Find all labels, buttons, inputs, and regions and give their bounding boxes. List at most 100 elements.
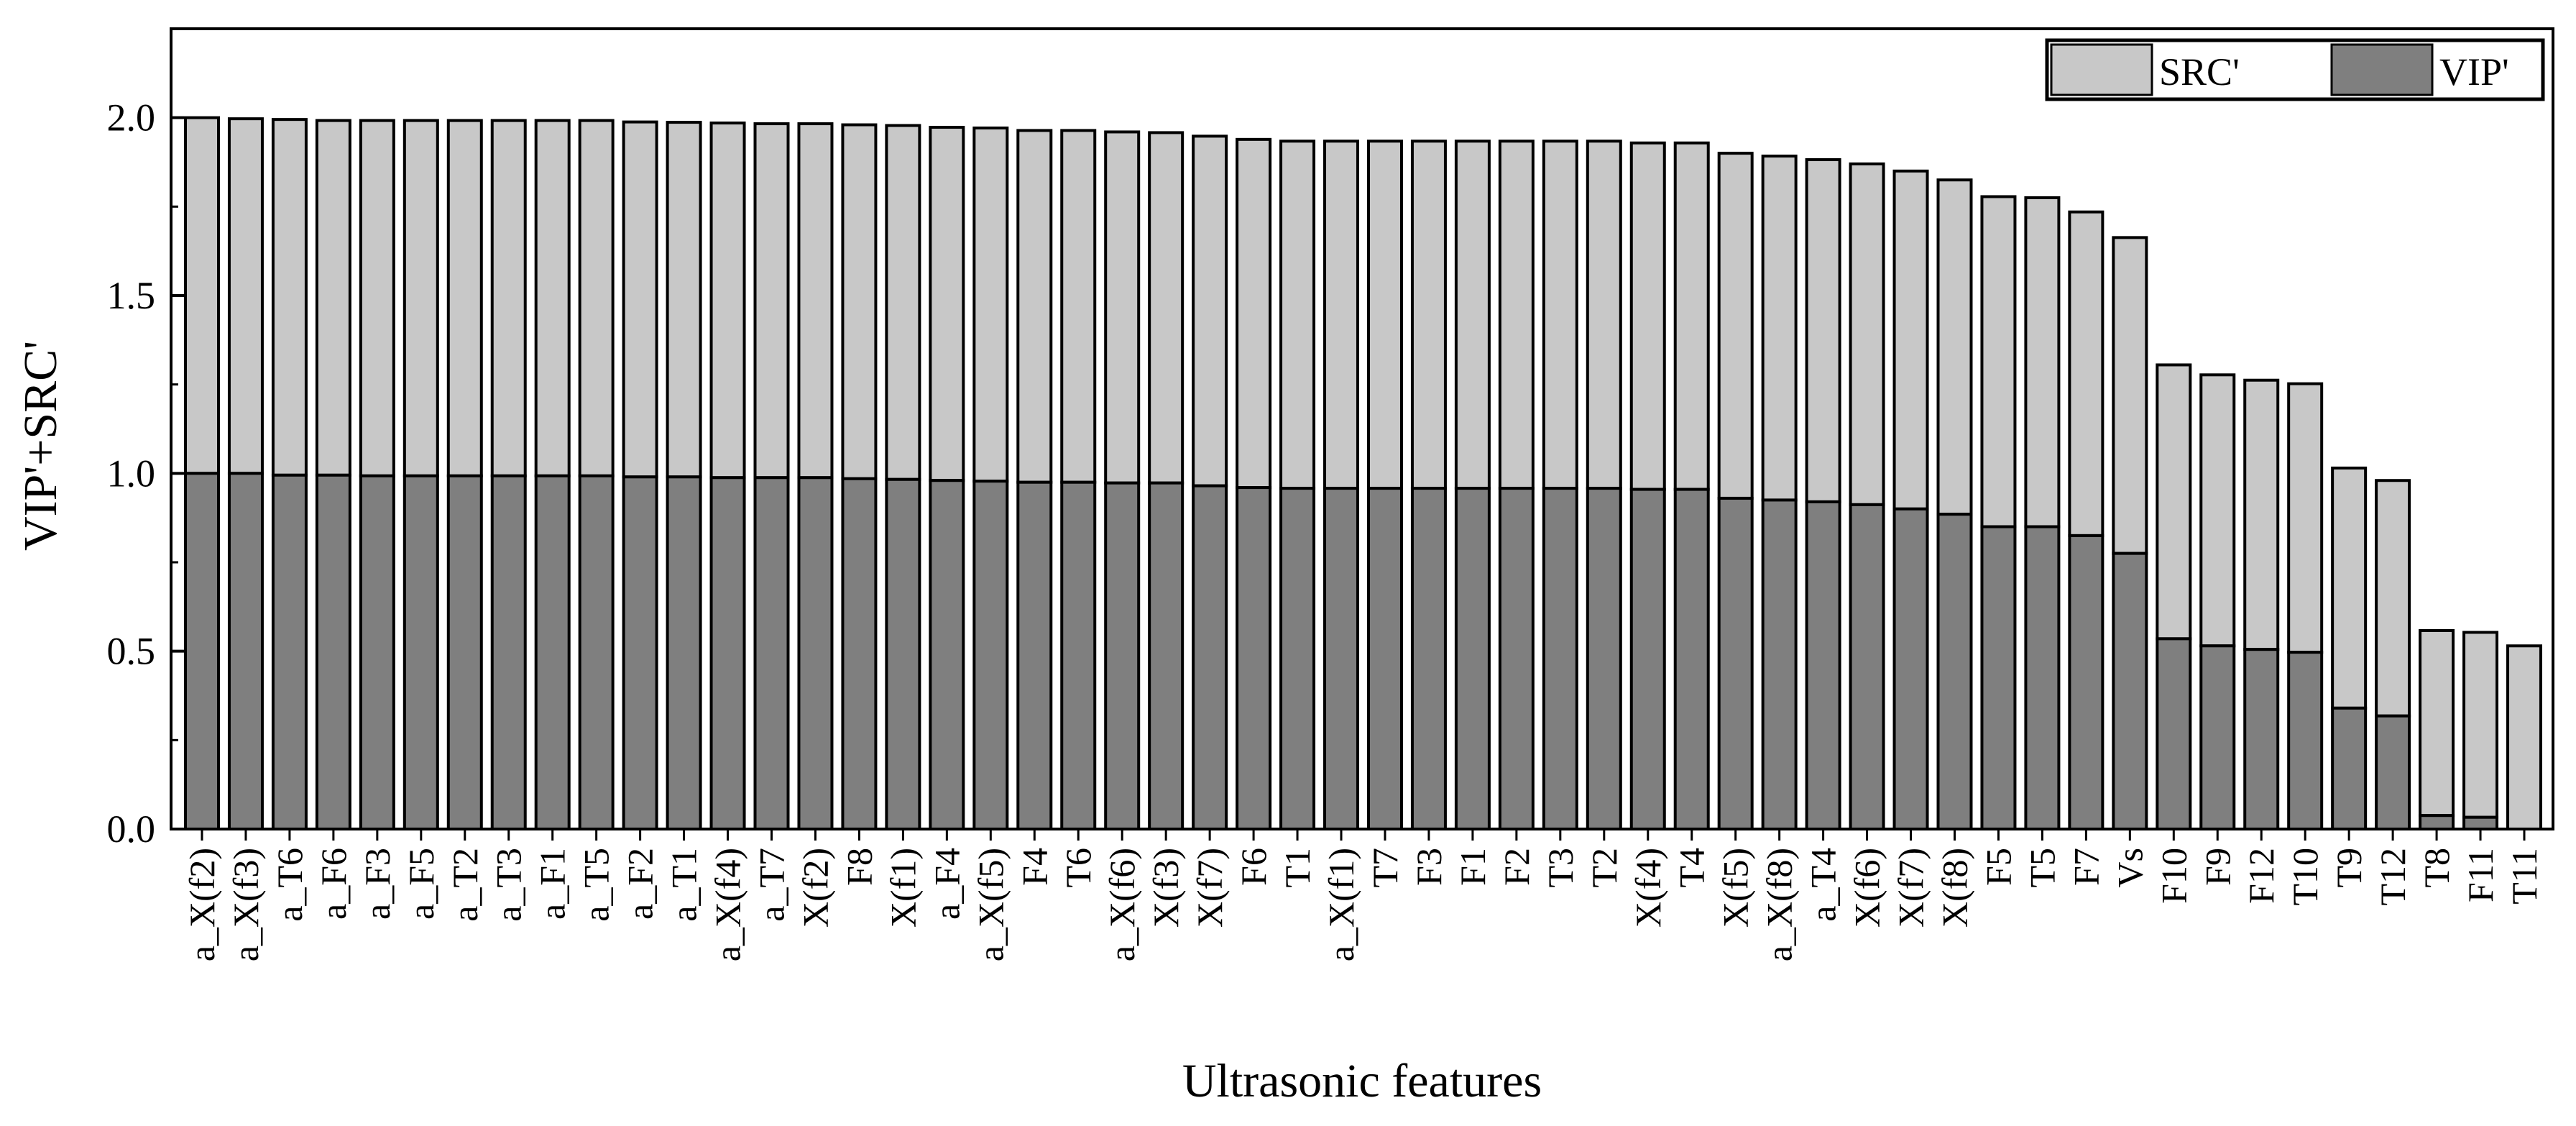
- bar-src-41: [1980, 195, 2017, 528]
- bar-vip-28: [1410, 487, 1447, 830]
- x-tick-label-52: F11: [2460, 848, 2501, 902]
- bar-vip-13: [753, 476, 790, 830]
- x-tick-label-8: a_F1: [533, 848, 573, 920]
- x-tick-label-21: a_X(f6): [1102, 848, 1142, 961]
- bar-src-0: [184, 116, 220, 475]
- x-tick-label-25: T1: [1277, 848, 1317, 888]
- x-tick-label-41: F5: [1978, 848, 2018, 886]
- x-tick-label-2: a_T6: [270, 848, 310, 922]
- x-tick-label-14: X(f2): [795, 848, 835, 928]
- x-tick-label-32: T2: [1584, 848, 1624, 888]
- bar-src-40: [1936, 178, 1973, 516]
- legend: SRC' VIP': [2045, 38, 2545, 101]
- bar-src-34: [1673, 141, 1710, 491]
- x-tick-label-15: F8: [839, 848, 879, 886]
- x-tick-label-46: F9: [2197, 848, 2237, 886]
- bar-vip-21: [1104, 481, 1141, 830]
- bar-vip-9: [578, 474, 615, 831]
- bar-src-45: [2156, 363, 2192, 641]
- y-tick-label-4: 2.0: [107, 96, 156, 139]
- y-axis-title: VIP'+SRC': [14, 341, 67, 551]
- bar-vip-48: [2287, 651, 2324, 831]
- x-tick-label-28: F3: [1409, 848, 1449, 886]
- x-tick-label-3: a_F6: [313, 848, 354, 920]
- bar-src-1: [227, 117, 264, 475]
- bar-src-11: [666, 121, 702, 479]
- bar-src-15: [841, 123, 878, 480]
- bar-vip-49: [2331, 706, 2368, 831]
- bar-vip-29: [1454, 487, 1491, 830]
- bar-vip-50: [2375, 714, 2411, 830]
- x-tick-label-19: F4: [1014, 848, 1054, 886]
- bar-vip-18: [972, 480, 1009, 830]
- x-tick-label-53: T11: [2504, 848, 2544, 905]
- bar-src-6: [446, 119, 483, 477]
- plot-frame: [170, 27, 2554, 830]
- bar-src-36: [1761, 155, 1798, 502]
- bar-src-5: [402, 119, 439, 477]
- bar-src-52: [2462, 631, 2499, 819]
- bar-vip-0: [184, 472, 220, 830]
- bar-vip-39: [1892, 507, 1929, 830]
- y-tick-label-2: 1.0: [107, 452, 156, 495]
- x-axis: a_X(f2) a_X(f3) a_T6 a_F6 a_F3 a_F5 a_T2 a_T3 a_…: [182, 829, 2544, 961]
- x-tick-label-22: X(f3): [1146, 848, 1186, 928]
- x-tick-label-34: T4: [1672, 848, 1712, 888]
- bar-vip-33: [1629, 488, 1666, 830]
- bar-vip-4: [359, 474, 395, 831]
- bar-src-50: [2375, 479, 2411, 718]
- x-tick-label-42: T5: [2022, 848, 2062, 888]
- bar-vip-17: [929, 479, 965, 831]
- x-tick-label-33: X(f4): [1628, 848, 1668, 928]
- bar-vip-27: [1366, 487, 1403, 830]
- bar-src-3: [315, 119, 351, 477]
- bar-src-20: [1060, 129, 1097, 484]
- bar-src-35: [1717, 152, 1754, 500]
- x-tick-label-17: a_F4: [926, 848, 967, 920]
- x-tick-label-31: T3: [1540, 848, 1581, 888]
- bar-vip-42: [2024, 525, 2061, 830]
- bar-src-39: [1892, 169, 1929, 511]
- bar-src-18: [972, 127, 1009, 483]
- bar-src-8: [534, 119, 571, 477]
- legend-label-0: SRC': [2159, 50, 2240, 93]
- bar-vip-40: [1936, 513, 1973, 830]
- bar-vip-6: [446, 474, 483, 831]
- bar-src-24: [1236, 137, 1272, 490]
- bar-src-13: [753, 122, 790, 480]
- bar-vip-20: [1060, 480, 1097, 830]
- bar-vip-45: [2156, 637, 2192, 830]
- bar-vip-37: [1805, 500, 1841, 830]
- bar-src-33: [1629, 141, 1666, 491]
- bar-vip-30: [1498, 487, 1535, 830]
- x-tick-label-6: a_T2: [445, 848, 485, 922]
- bar-src-47: [2243, 378, 2280, 651]
- x-tick-label-4: a_F3: [357, 848, 397, 920]
- x-tick-label-18: a_X(f5): [970, 848, 1011, 961]
- x-tick-label-20: T6: [1058, 848, 1098, 888]
- x-tick-label-44: Vs: [2110, 848, 2150, 888]
- bar-vip-34: [1673, 488, 1710, 830]
- bar-src-10: [622, 120, 658, 479]
- bar-vip-8: [534, 474, 571, 831]
- x-tick-label-43: F7: [2066, 848, 2106, 886]
- y-tick-label-0: 0.0: [107, 807, 156, 851]
- x-tick-label-47: F12: [2241, 848, 2281, 904]
- x-tick-label-36: a_X(f8): [1760, 848, 1800, 961]
- bar-src-12: [709, 122, 746, 480]
- bar-src-4: [359, 119, 395, 477]
- bar-src-32: [1586, 139, 1622, 490]
- bar-src-44: [2112, 236, 2148, 555]
- x-tick-label-26: a_X(f1): [1321, 848, 1361, 961]
- bar-src-25: [1279, 139, 1316, 490]
- x-tick-label-23: X(f7): [1190, 848, 1230, 928]
- x-tick-label-37: a_T4: [1803, 848, 1844, 922]
- bar-vip-10: [622, 475, 658, 831]
- bar-src-17: [929, 126, 965, 482]
- x-tick-label-1: a_X(f3): [226, 848, 266, 961]
- x-tick-label-5: a_F5: [401, 848, 441, 920]
- bar-src-26: [1323, 139, 1360, 490]
- y-axis: 0.0 0.5 1.0 1.5 2.0: [107, 96, 184, 851]
- bar-src-27: [1366, 139, 1403, 490]
